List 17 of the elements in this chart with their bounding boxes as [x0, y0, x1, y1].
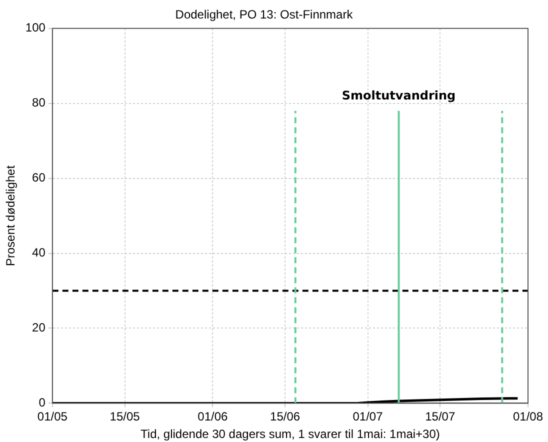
y-tick-label: 60	[32, 170, 46, 185]
y-tick-label: 40	[32, 246, 46, 260]
ref-line-label: Smoltutvandring	[342, 88, 456, 103]
x-tick-label: 15/05	[110, 410, 140, 424]
x-tick-label: 01/08	[512, 410, 544, 424]
x-tick-label: 01/06	[198, 410, 228, 424]
x-tick-label: 15/07	[425, 410, 456, 424]
x-tick-label: 15/06	[270, 410, 300, 424]
x-axis-title: Tid, glidende 30 dagers sum, 1 svarer til 1mai: 1mai+30)	[140, 427, 440, 442]
x-tick-label: 01/07	[352, 410, 384, 424]
chart-title: Dodelighet, PO 13: Ost-Finnmark	[175, 8, 354, 22]
y-tick-label: 0	[38, 396, 46, 410]
y-tick-label: 80	[32, 96, 46, 110]
y-tick-label: 20	[32, 320, 46, 335]
x-tick-label: 01/05	[37, 410, 68, 424]
y-tick-label: 100	[25, 20, 46, 35]
y-axis-title: Prosent dødelighet	[4, 164, 18, 266]
